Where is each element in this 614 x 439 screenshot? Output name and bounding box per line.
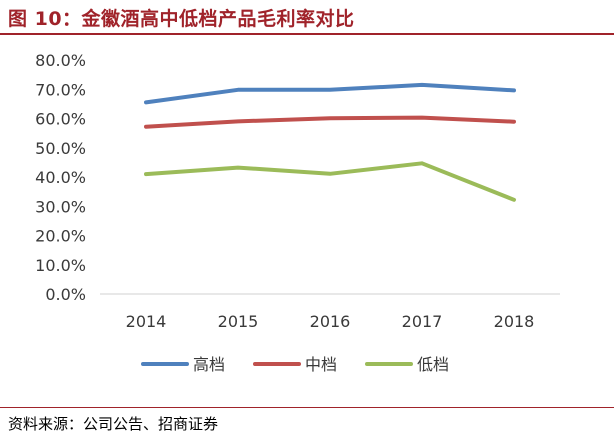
title-bar: 图 10：金徽酒高中低档产品毛利率对比 <box>0 0 614 35</box>
series-line-2 <box>144 161 516 202</box>
y-tick-label: 10.0% <box>35 256 86 275</box>
x-tick-label: 2016 <box>310 312 351 331</box>
source-note: 资料来源：公司公告、招商证券 <box>8 415 219 433</box>
y-tick-label: 80.0% <box>35 51 86 70</box>
y-tick-label: 70.0% <box>35 80 86 99</box>
line-chart: 0.0% 10.0% 20.0% 30.0% 40.0% 50.0% 60.0% 70.0% 8… <box>35 51 560 374</box>
y-tick-label: 0.0% <box>45 285 86 304</box>
series-line-0 <box>144 82 516 105</box>
x-tick-label: 2017 <box>402 312 443 331</box>
y-tick-label: 60.0% <box>35 110 86 129</box>
title-rule <box>0 33 614 35</box>
x-tick-label: 2018 <box>494 312 535 331</box>
x-tick-label: 2015 <box>218 312 259 331</box>
series-line-1 <box>144 115 516 129</box>
source-rule <box>0 407 614 408</box>
legend-label-1: 中档 <box>305 355 337 374</box>
legend-label-0: 高档 <box>193 355 225 374</box>
y-tick-label: 50.0% <box>35 139 86 158</box>
figure-title: 图 10：金徽酒高中低档产品毛利率对比 <box>8 8 355 30</box>
y-tick-label: 20.0% <box>35 227 86 246</box>
y-tick-label: 30.0% <box>35 197 86 216</box>
y-tick-label: 40.0% <box>35 168 86 187</box>
x-tick-label: 2014 <box>126 312 167 331</box>
legend-label-2: 低档 <box>417 355 449 374</box>
